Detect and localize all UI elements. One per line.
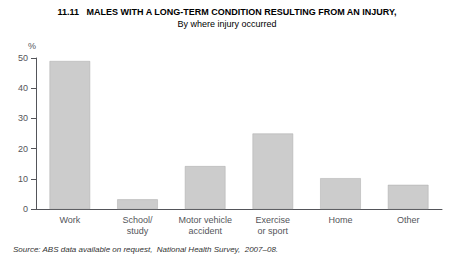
svg-text:50: 50 bbox=[18, 53, 28, 63]
svg-text:Exercise: Exercise bbox=[256, 215, 291, 225]
svg-text:40: 40 bbox=[18, 83, 28, 93]
svg-text:0: 0 bbox=[23, 204, 28, 214]
svg-text:study: study bbox=[127, 226, 149, 236]
svg-text:School/: School/ bbox=[122, 215, 153, 225]
svg-text:or sport: or sport bbox=[258, 226, 289, 236]
svg-text:Source: ABS data available on: Source: ABS data available on request, N… bbox=[13, 245, 278, 254]
svg-text:Work: Work bbox=[59, 215, 80, 225]
svg-text:Home: Home bbox=[328, 215, 352, 225]
svg-text:Motor vehicle: Motor vehicle bbox=[178, 215, 232, 225]
svg-text:Other: Other bbox=[397, 215, 420, 225]
svg-text:11.11 MALES WITH A LONG-TERM: 11.11 MALES WITH A LONG-TERM CONDITION R… bbox=[57, 7, 396, 17]
svg-text:20: 20 bbox=[18, 144, 28, 154]
svg-text:30: 30 bbox=[18, 113, 28, 123]
svg-text:By where injury occurred: By where injury occurred bbox=[177, 19, 276, 29]
svg-text:10: 10 bbox=[18, 174, 28, 184]
svg-text:%: % bbox=[28, 41, 36, 51]
svg-text:accident: accident bbox=[188, 226, 222, 236]
